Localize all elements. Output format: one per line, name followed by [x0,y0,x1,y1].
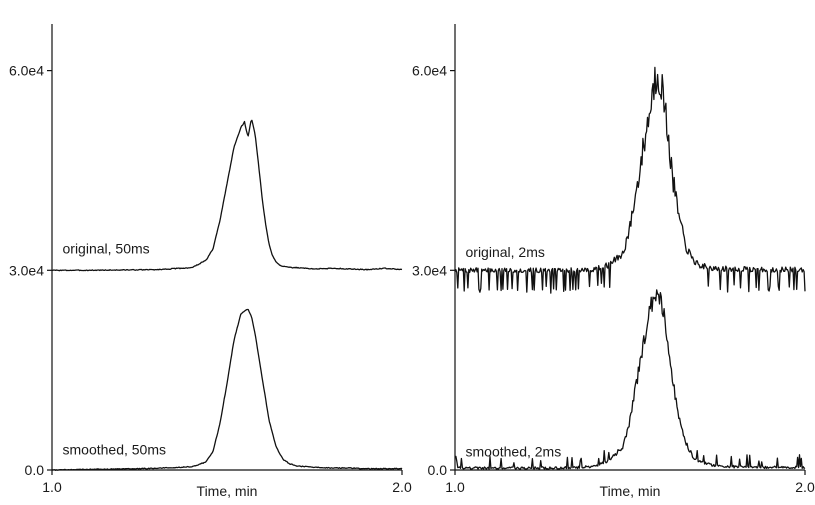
series-label: original, 2ms [466,244,545,260]
right-chart-panel: 0.0 3.0e4 6.0e4 1.0 2.0 Time, min original, 2m… [412,24,815,499]
trace-original-50ms [51,119,403,272]
y-tick-label: 6.0e4 [412,63,447,79]
x-tick-label: 1.0 [445,479,465,495]
series-label: smoothed, 50ms [63,442,167,458]
y-tick-label: 3.0e4 [9,262,44,278]
series-label: smoothed, 2ms [466,444,562,460]
x-axis-title: Time, min [600,483,661,499]
x-tick-label: 2.0 [795,479,815,495]
trace-smoothed-50ms [51,308,403,471]
y-tick-label: 3.0e4 [412,262,447,278]
y-tick-label: 0.0 [428,462,448,478]
trace-smoothed-2ms [454,289,806,470]
y-tick-label: 6.0e4 [9,63,44,79]
x-tick-label: 1.0 [42,479,62,495]
y-tick-label: 0.0 [25,462,45,478]
series-label: original, 50ms [63,241,150,257]
x-tick-label: 2.0 [392,479,412,495]
trace-original-2ms [454,66,806,294]
x-axis-title: Time, min [197,483,258,499]
left-chart-panel: 0.0 3.0e4 6.0e4 1.0 2.0 Time, min original, 50… [9,24,412,499]
